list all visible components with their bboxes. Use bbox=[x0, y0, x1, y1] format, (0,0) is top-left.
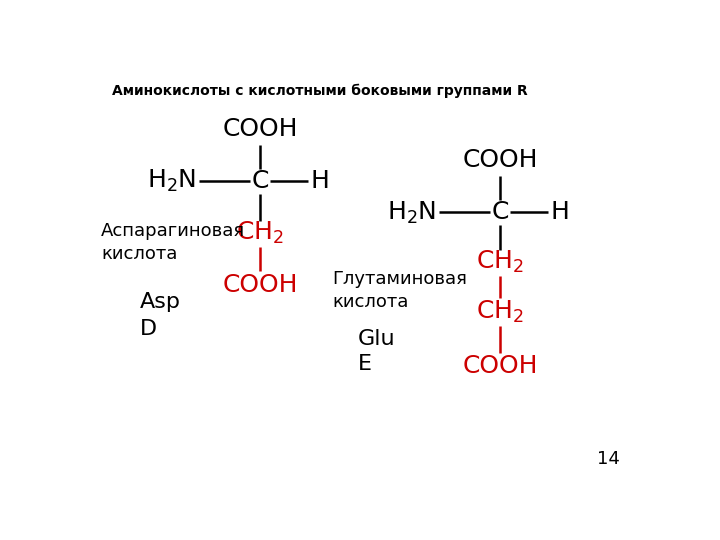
Text: 14: 14 bbox=[597, 450, 620, 468]
Text: COOH: COOH bbox=[222, 273, 298, 297]
Text: Glu: Glu bbox=[358, 329, 395, 349]
Text: D: D bbox=[140, 319, 158, 339]
Text: $\mathregular{H_2N}$: $\mathregular{H_2N}$ bbox=[147, 168, 196, 194]
Text: COOH: COOH bbox=[462, 148, 538, 172]
Text: C: C bbox=[251, 169, 269, 193]
Text: Asp: Asp bbox=[140, 292, 181, 312]
Text: $\mathregular{CH_2}$: $\mathregular{CH_2}$ bbox=[236, 220, 284, 246]
Text: Аминокислоты с кислотными боковыми группами R: Аминокислоты с кислотными боковыми групп… bbox=[112, 84, 528, 98]
Text: кислота: кислота bbox=[333, 293, 409, 311]
Text: C: C bbox=[492, 200, 509, 225]
Text: кислота: кислота bbox=[101, 245, 178, 263]
Text: $\mathregular{CH_2}$: $\mathregular{CH_2}$ bbox=[476, 249, 524, 275]
Text: $\mathregular{H_2N}$: $\mathregular{H_2N}$ bbox=[387, 199, 436, 226]
Text: Аспарагиновая: Аспарагиновая bbox=[101, 222, 246, 240]
Text: H: H bbox=[550, 200, 570, 225]
Text: H: H bbox=[310, 169, 329, 193]
Text: COOH: COOH bbox=[222, 117, 298, 141]
Text: COOH: COOH bbox=[462, 354, 538, 378]
Text: Глутаминовая: Глутаминовая bbox=[333, 270, 467, 288]
Text: E: E bbox=[358, 354, 372, 374]
Text: $\mathregular{CH_2}$: $\mathregular{CH_2}$ bbox=[476, 299, 524, 325]
